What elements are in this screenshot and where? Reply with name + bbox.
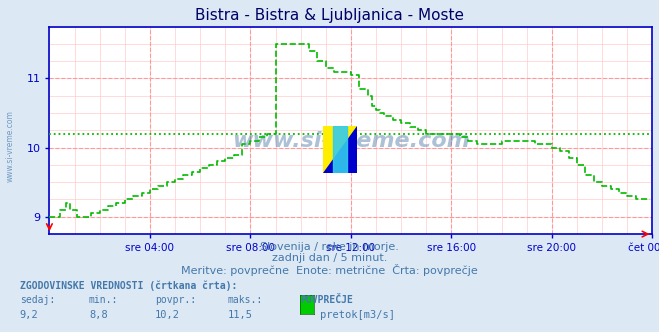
Text: www.si-vreme.com: www.si-vreme.com (5, 110, 14, 182)
Text: zadnji dan / 5 minut.: zadnji dan / 5 minut. (272, 253, 387, 263)
Text: maks.:: maks.: (227, 295, 262, 305)
Text: sedaj:: sedaj: (20, 295, 55, 305)
Text: povpr.:: povpr.: (155, 295, 196, 305)
Text: pretok[m3/s]: pretok[m3/s] (320, 310, 395, 320)
Text: 8,8: 8,8 (89, 310, 107, 320)
Text: Slovenija / reke in morje.: Slovenija / reke in morje. (260, 242, 399, 252)
Text: 10,2: 10,2 (155, 310, 180, 320)
Text: ZGODOVINSKE VREDNOSTI (črtkana črta):: ZGODOVINSKE VREDNOSTI (črtkana črta): (20, 281, 237, 291)
Text: Bistra - Bistra & Ljubljanica - Moste: Bistra - Bistra & Ljubljanica - Moste (195, 8, 464, 23)
Text: Meritve: povprečne  Enote: metrične  Črta: povprečje: Meritve: povprečne Enote: metrične Črta:… (181, 264, 478, 276)
Text: 9,2: 9,2 (20, 310, 38, 320)
Polygon shape (323, 126, 357, 173)
Text: min.:: min.: (89, 295, 119, 305)
Text: 11,5: 11,5 (227, 310, 252, 320)
Polygon shape (323, 126, 357, 173)
Polygon shape (333, 126, 347, 173)
Text: www.si-vreme.com: www.si-vreme.com (232, 131, 470, 151)
Text: POVPREČJE: POVPREČJE (300, 295, 353, 305)
